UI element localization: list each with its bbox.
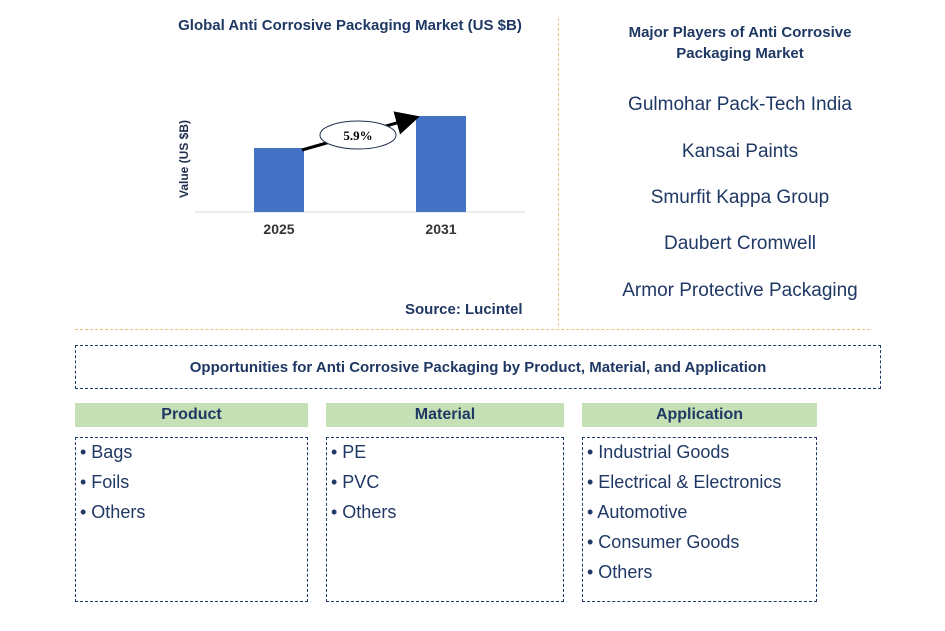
player-item: Daubert Cromwell	[663, 233, 817, 254]
category-list-material: • PE • PVC • Others	[326, 437, 564, 602]
y-axis-label: Value (US $B)	[177, 120, 191, 198]
category-item: • Others	[331, 502, 397, 522]
category-header-material: Material	[326, 403, 564, 427]
bar-2025	[254, 148, 304, 212]
category-item: • PVC	[331, 472, 380, 492]
category-item: • Automotive	[587, 502, 688, 522]
category-list-product: • Bags • Foils • Others	[75, 437, 308, 602]
cagr-label: 5.9%	[343, 128, 372, 143]
category-list-application: • Industrial Goods • Electrical & Electro…	[582, 437, 817, 602]
bar-2031	[416, 116, 466, 212]
player-item: Gulmohar Pack-Tech India	[628, 94, 852, 115]
category-item: • Industrial Goods	[587, 442, 730, 462]
bar-chart: Value (US $B) 2025 2031 5.9%	[177, 111, 525, 237]
x-tick-label-2025: 2025	[263, 221, 294, 237]
cagr-bubble	[319, 120, 397, 150]
horizontal-divider	[75, 329, 870, 330]
players-title: Major Players of Anti Corrosive Packagin…	[628, 24, 852, 62]
player-item: Kansai Paints	[681, 141, 799, 162]
category-item: • Others	[587, 562, 653, 582]
player-item: Smurfit Kappa Group	[650, 187, 830, 208]
category-item: • Foils	[80, 472, 130, 492]
category-item: • Others	[80, 502, 146, 522]
category-header-application: Application	[582, 403, 817, 427]
category-header-product: Product	[75, 403, 308, 427]
chart-source: Source: Lucintel	[405, 301, 523, 318]
vertical-divider	[558, 18, 559, 326]
category-item: • Consumer Goods	[587, 532, 740, 552]
category-item: • PE	[331, 442, 367, 462]
player-item: Armor Protective Packaging	[622, 280, 858, 301]
opportunities-title: Opportunities for Anti Corrosive Packagi…	[75, 345, 881, 389]
category-item: • Bags	[80, 442, 133, 462]
category-item: • Electrical & Electronics	[587, 472, 782, 492]
chart-title: Global Anti Corrosive Packaging Market (…	[178, 17, 522, 34]
x-tick-label-2031: 2031	[425, 221, 456, 237]
